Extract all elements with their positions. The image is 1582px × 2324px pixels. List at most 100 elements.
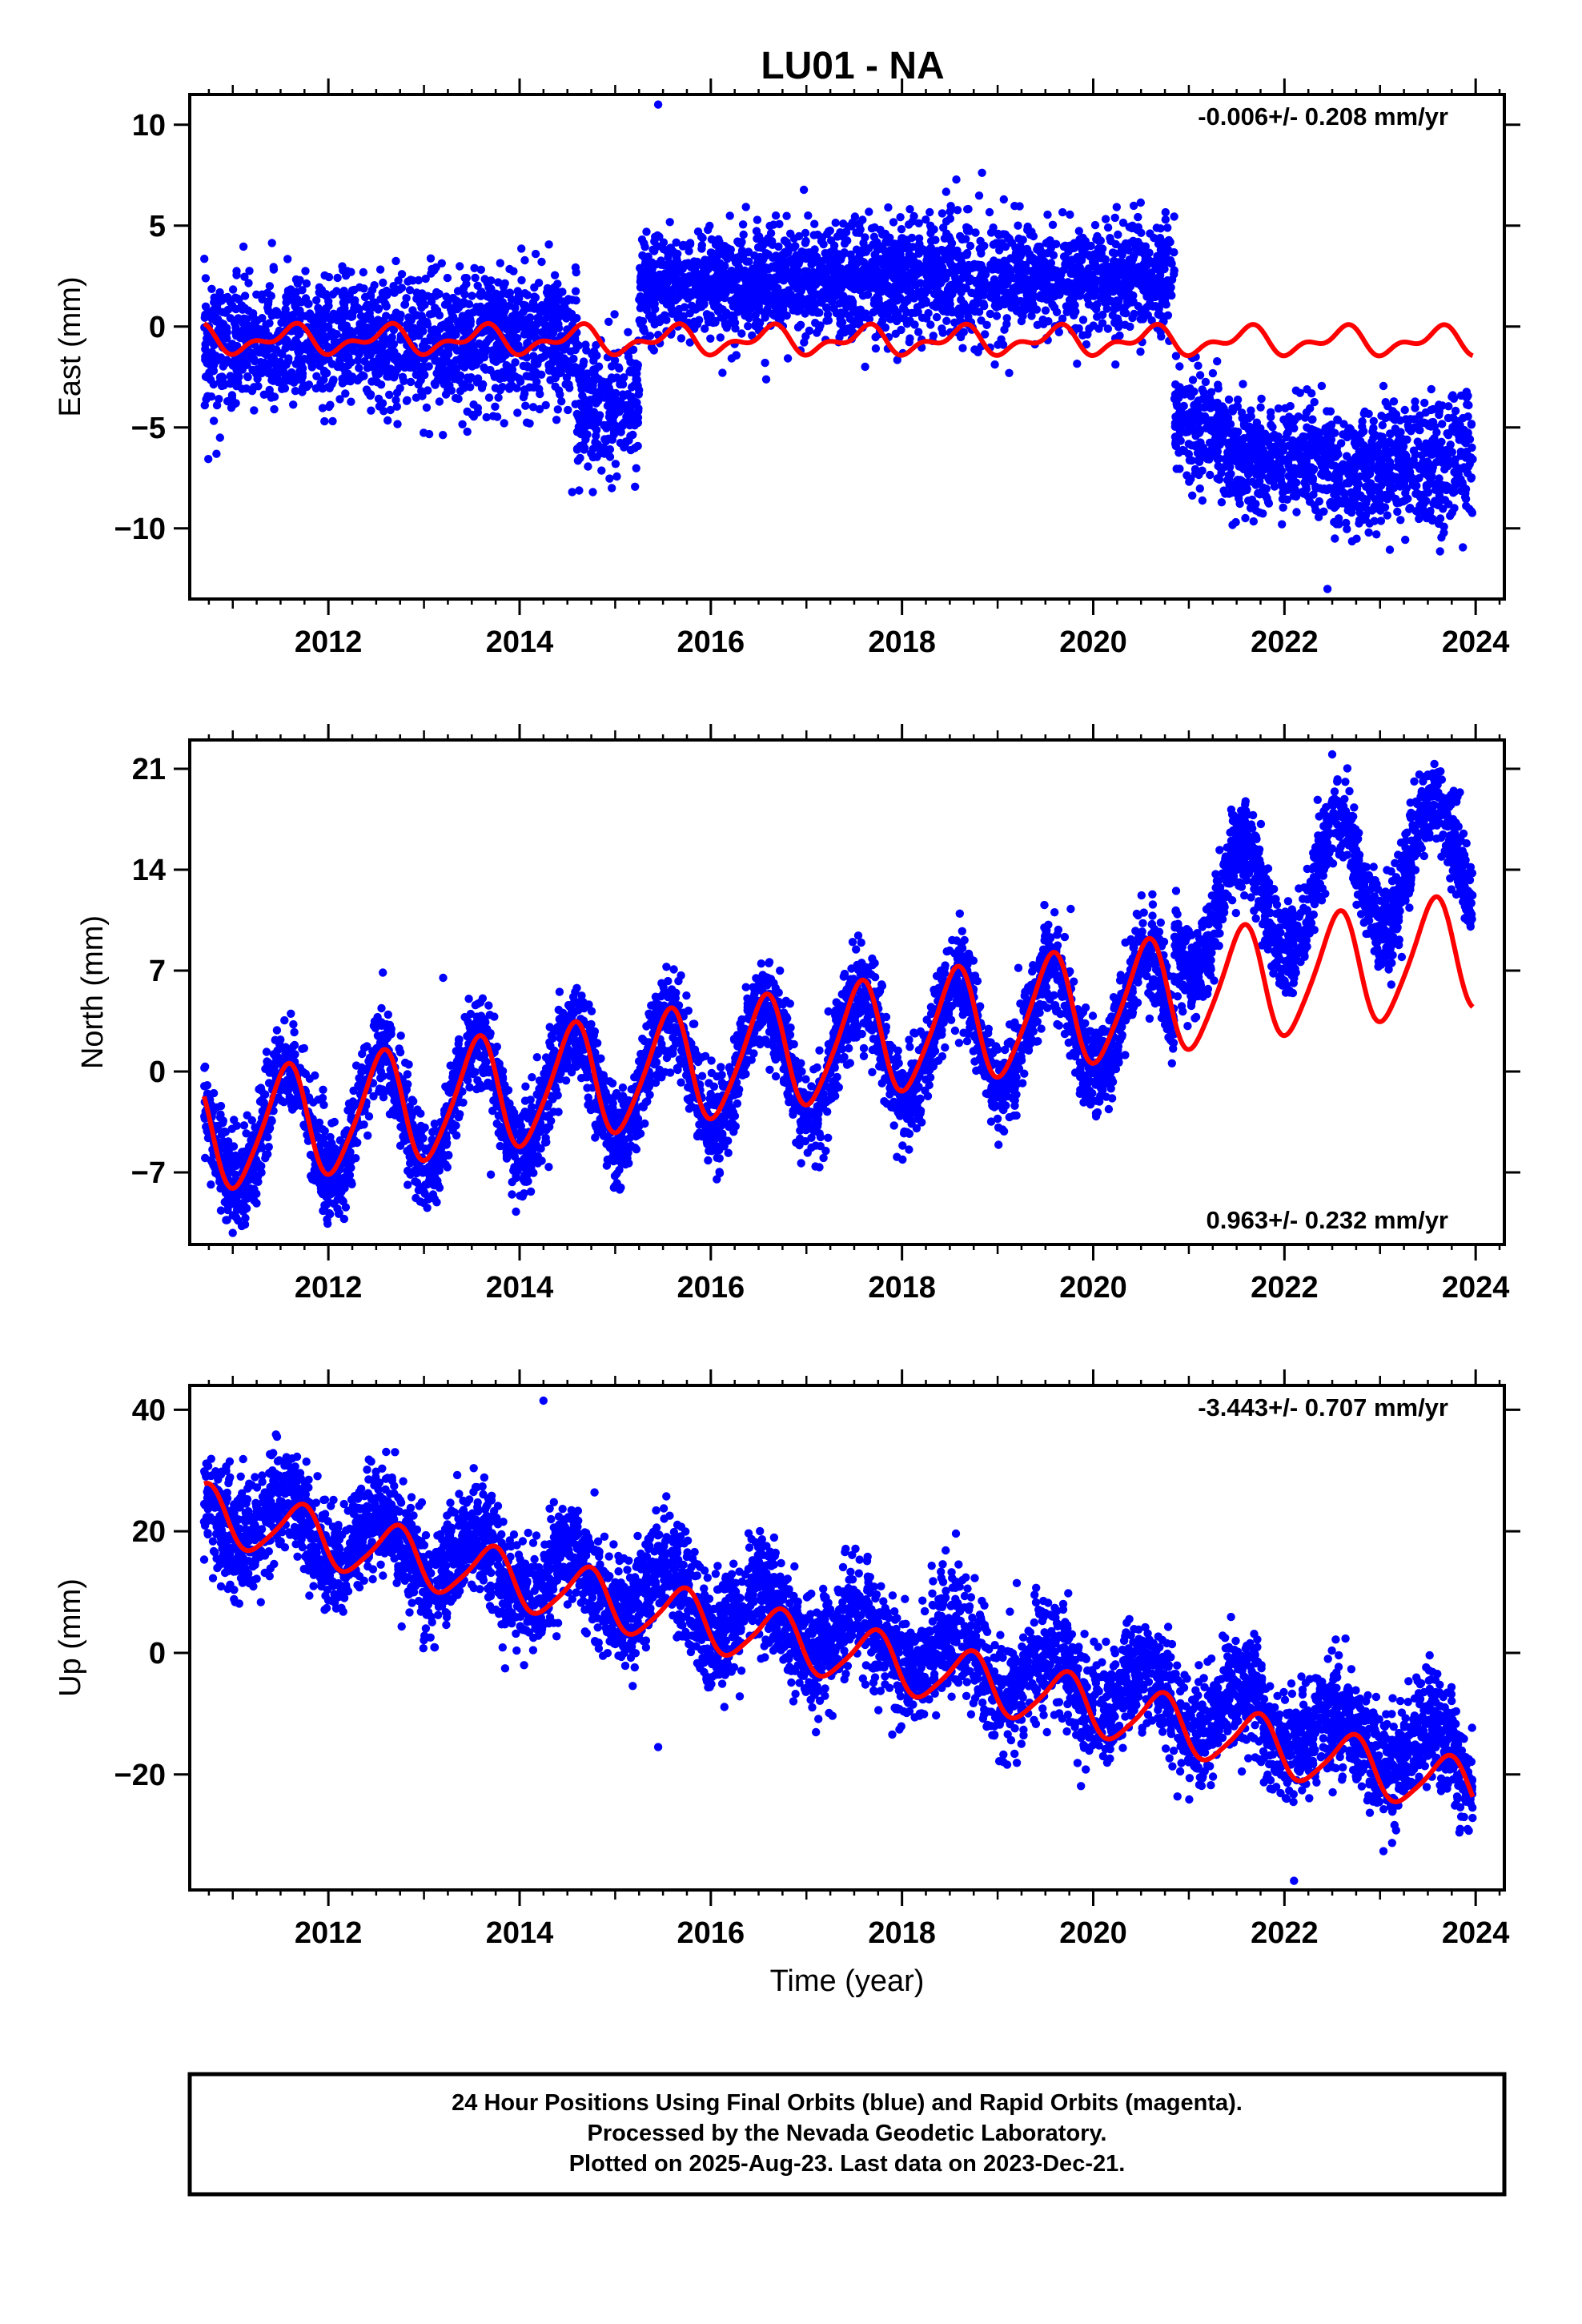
east-data-point (1093, 312, 1102, 321)
east-data-point (252, 328, 262, 337)
east-data-point (219, 362, 227, 371)
east-data-point (745, 285, 754, 295)
east-data-point (1090, 286, 1099, 295)
east-data-point (957, 274, 966, 283)
east-data-point (592, 432, 600, 440)
east-data-point (460, 290, 469, 299)
east-data-point (597, 466, 606, 475)
east-data-point (240, 292, 250, 300)
east-data-point (488, 412, 498, 420)
east-data-point (600, 393, 609, 402)
east-data-point (761, 280, 770, 290)
east-data-point (338, 362, 347, 371)
east-data-point (881, 229, 890, 239)
east-data-point (1317, 381, 1327, 391)
east-data-point (1074, 227, 1084, 235)
east-data-point (210, 293, 219, 302)
east-data-point (362, 385, 371, 394)
east-data-point (473, 281, 482, 290)
east-data-point (1103, 223, 1113, 232)
east-data-point (630, 421, 639, 430)
east-data-point (1046, 236, 1054, 245)
east-data-point (201, 274, 211, 283)
east-data-point (1000, 300, 1009, 309)
east-data-point (1156, 224, 1165, 233)
east-data-point (945, 268, 954, 277)
east-data-point (839, 249, 849, 259)
east-data-point (1098, 319, 1107, 328)
east-data-point (406, 377, 416, 387)
east-data-point (207, 284, 216, 293)
east-data-point (1194, 396, 1203, 405)
east-data-point (592, 351, 601, 360)
east-data-point (796, 320, 805, 329)
east-data-point (320, 332, 329, 342)
east-data-point (1076, 287, 1085, 296)
east-data-point (375, 367, 384, 376)
east-data-point (489, 370, 499, 379)
east-data-point (1078, 267, 1087, 276)
east-data-point (1243, 477, 1253, 487)
east-data-point (642, 227, 651, 236)
east-data-point (1268, 460, 1277, 468)
east-data-point (865, 207, 873, 216)
east-data-point (604, 317, 613, 326)
east-data-point (994, 239, 1003, 247)
east-data-point (995, 279, 1005, 288)
east-data-point (956, 332, 966, 342)
east-data-point (443, 324, 452, 332)
east-data-point (584, 462, 592, 471)
east-data-point (793, 254, 801, 263)
east-data-point (1383, 511, 1392, 520)
east-data-point (442, 292, 451, 301)
east-data-point (553, 405, 562, 414)
east-data-point (1161, 207, 1170, 217)
east-data-point (626, 445, 636, 455)
east-data-point (889, 218, 898, 227)
east-data-point (1267, 420, 1275, 429)
east-data-point (209, 416, 219, 425)
east-data-point (773, 253, 781, 262)
east-data-point (319, 375, 328, 384)
east-data-point (301, 294, 311, 303)
east-data-point (607, 362, 616, 371)
east-data-point (557, 397, 566, 406)
east-data-point (523, 291, 532, 300)
east-data-point (426, 254, 436, 263)
east-data-point (524, 363, 532, 372)
east-data-point (659, 245, 669, 254)
east-data-point (615, 364, 624, 373)
east-data-point (544, 240, 553, 249)
east-data-point (265, 282, 275, 291)
east-data-point (1309, 490, 1318, 499)
east-data-point (522, 418, 532, 427)
east-data-point (1274, 404, 1283, 413)
east-data-point (1215, 440, 1224, 449)
east-data-point (999, 195, 1009, 204)
east-data-point (339, 287, 348, 296)
east-data-point (599, 443, 608, 452)
east-data-point (970, 307, 979, 316)
east-data-point (519, 392, 528, 402)
east-data-point (264, 307, 273, 316)
east-data-point (1206, 404, 1215, 412)
east-data-point (332, 287, 341, 296)
east-data-point (768, 309, 777, 319)
east-data-point (343, 295, 353, 304)
east-data-point (928, 269, 937, 278)
east-data-point (1161, 246, 1170, 255)
east-data-point (710, 263, 719, 271)
east-data-point (1239, 487, 1248, 496)
east-data-point (350, 306, 359, 315)
east-data-point (1043, 210, 1052, 219)
east-data-point (726, 245, 735, 254)
east-data-point (888, 271, 897, 280)
east-data-point (778, 270, 787, 279)
east-data-point (783, 354, 793, 363)
east-data-point (769, 274, 778, 283)
east-data-point (1127, 223, 1137, 233)
east-data-point (435, 370, 444, 379)
east-data-point (414, 275, 423, 285)
